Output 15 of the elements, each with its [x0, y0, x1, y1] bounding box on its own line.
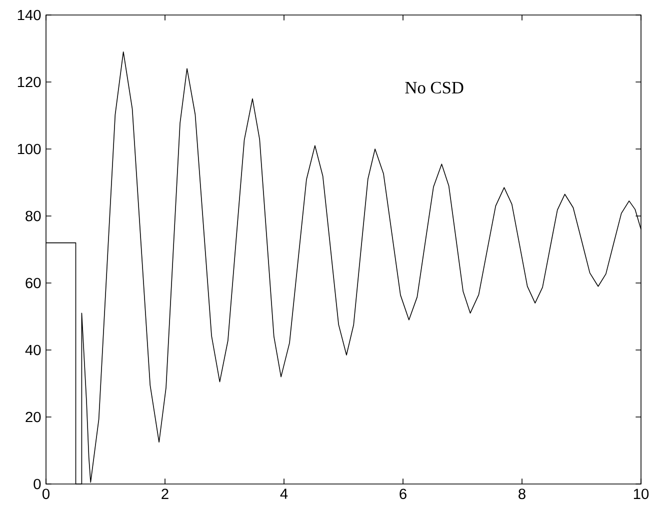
x-tick-label: 2 [162, 488, 168, 499]
y-tick-label: 140 [18, 10, 41, 20]
y-tick-label: 20 [26, 412, 41, 422]
y-tick-label: 80 [26, 210, 41, 222]
x-tick-label: 10 [634, 488, 649, 500]
x-tick-label: 4 [280, 488, 288, 499]
y-tick-label: 120 [18, 76, 41, 88]
y-tick-label: 60 [26, 278, 41, 288]
y-tick-label: 0 [34, 478, 41, 490]
x-tick-label: 6 [400, 488, 406, 500]
y-tick-label: 100 [18, 144, 41, 154]
x-tick-label: 0 [42, 488, 50, 500]
x-tick-label: 8 [518, 488, 526, 500]
y-tick-label: 40 [25, 344, 41, 356]
annotation: No CSD [405, 82, 464, 94]
